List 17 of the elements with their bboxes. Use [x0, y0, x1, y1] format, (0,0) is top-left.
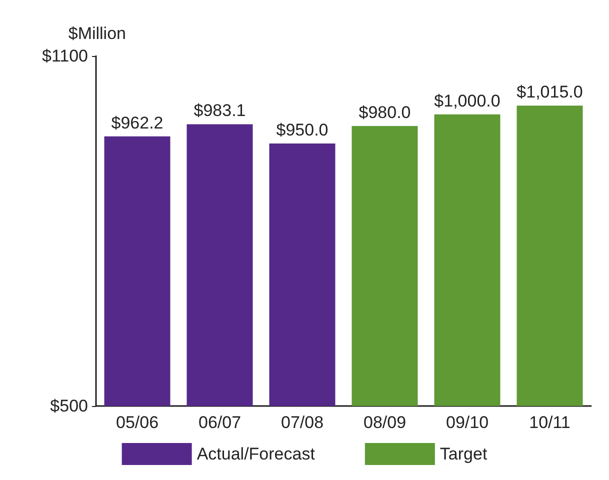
legend-label: Target — [440, 444, 488, 464]
data-label: $980.0 — [358, 103, 411, 122]
x-tick-label: 05/06 — [116, 413, 159, 432]
x-tick-label: 07/08 — [280, 413, 324, 432]
data-label: $983.1 — [194, 101, 246, 120]
data-label: $950.0 — [276, 120, 328, 140]
x-tick-label: 09/10 — [446, 413, 489, 432]
data-label: $1,000.0 — [434, 91, 500, 110]
y-tick-label: $1100 — [42, 46, 88, 66]
y-tick-label: $500 — [50, 396, 88, 416]
data-label: $1,015.0 — [516, 82, 583, 102]
x-tick-label: 06/07 — [198, 413, 242, 432]
legend-label: Actual/Forecast — [196, 444, 316, 464]
data-label: $962.2 — [111, 113, 164, 132]
x-tick-label: 10/11 — [529, 413, 570, 432]
y-axis-title: $Million — [68, 24, 126, 43]
x-tick-label: 08/09 — [363, 413, 406, 432]
